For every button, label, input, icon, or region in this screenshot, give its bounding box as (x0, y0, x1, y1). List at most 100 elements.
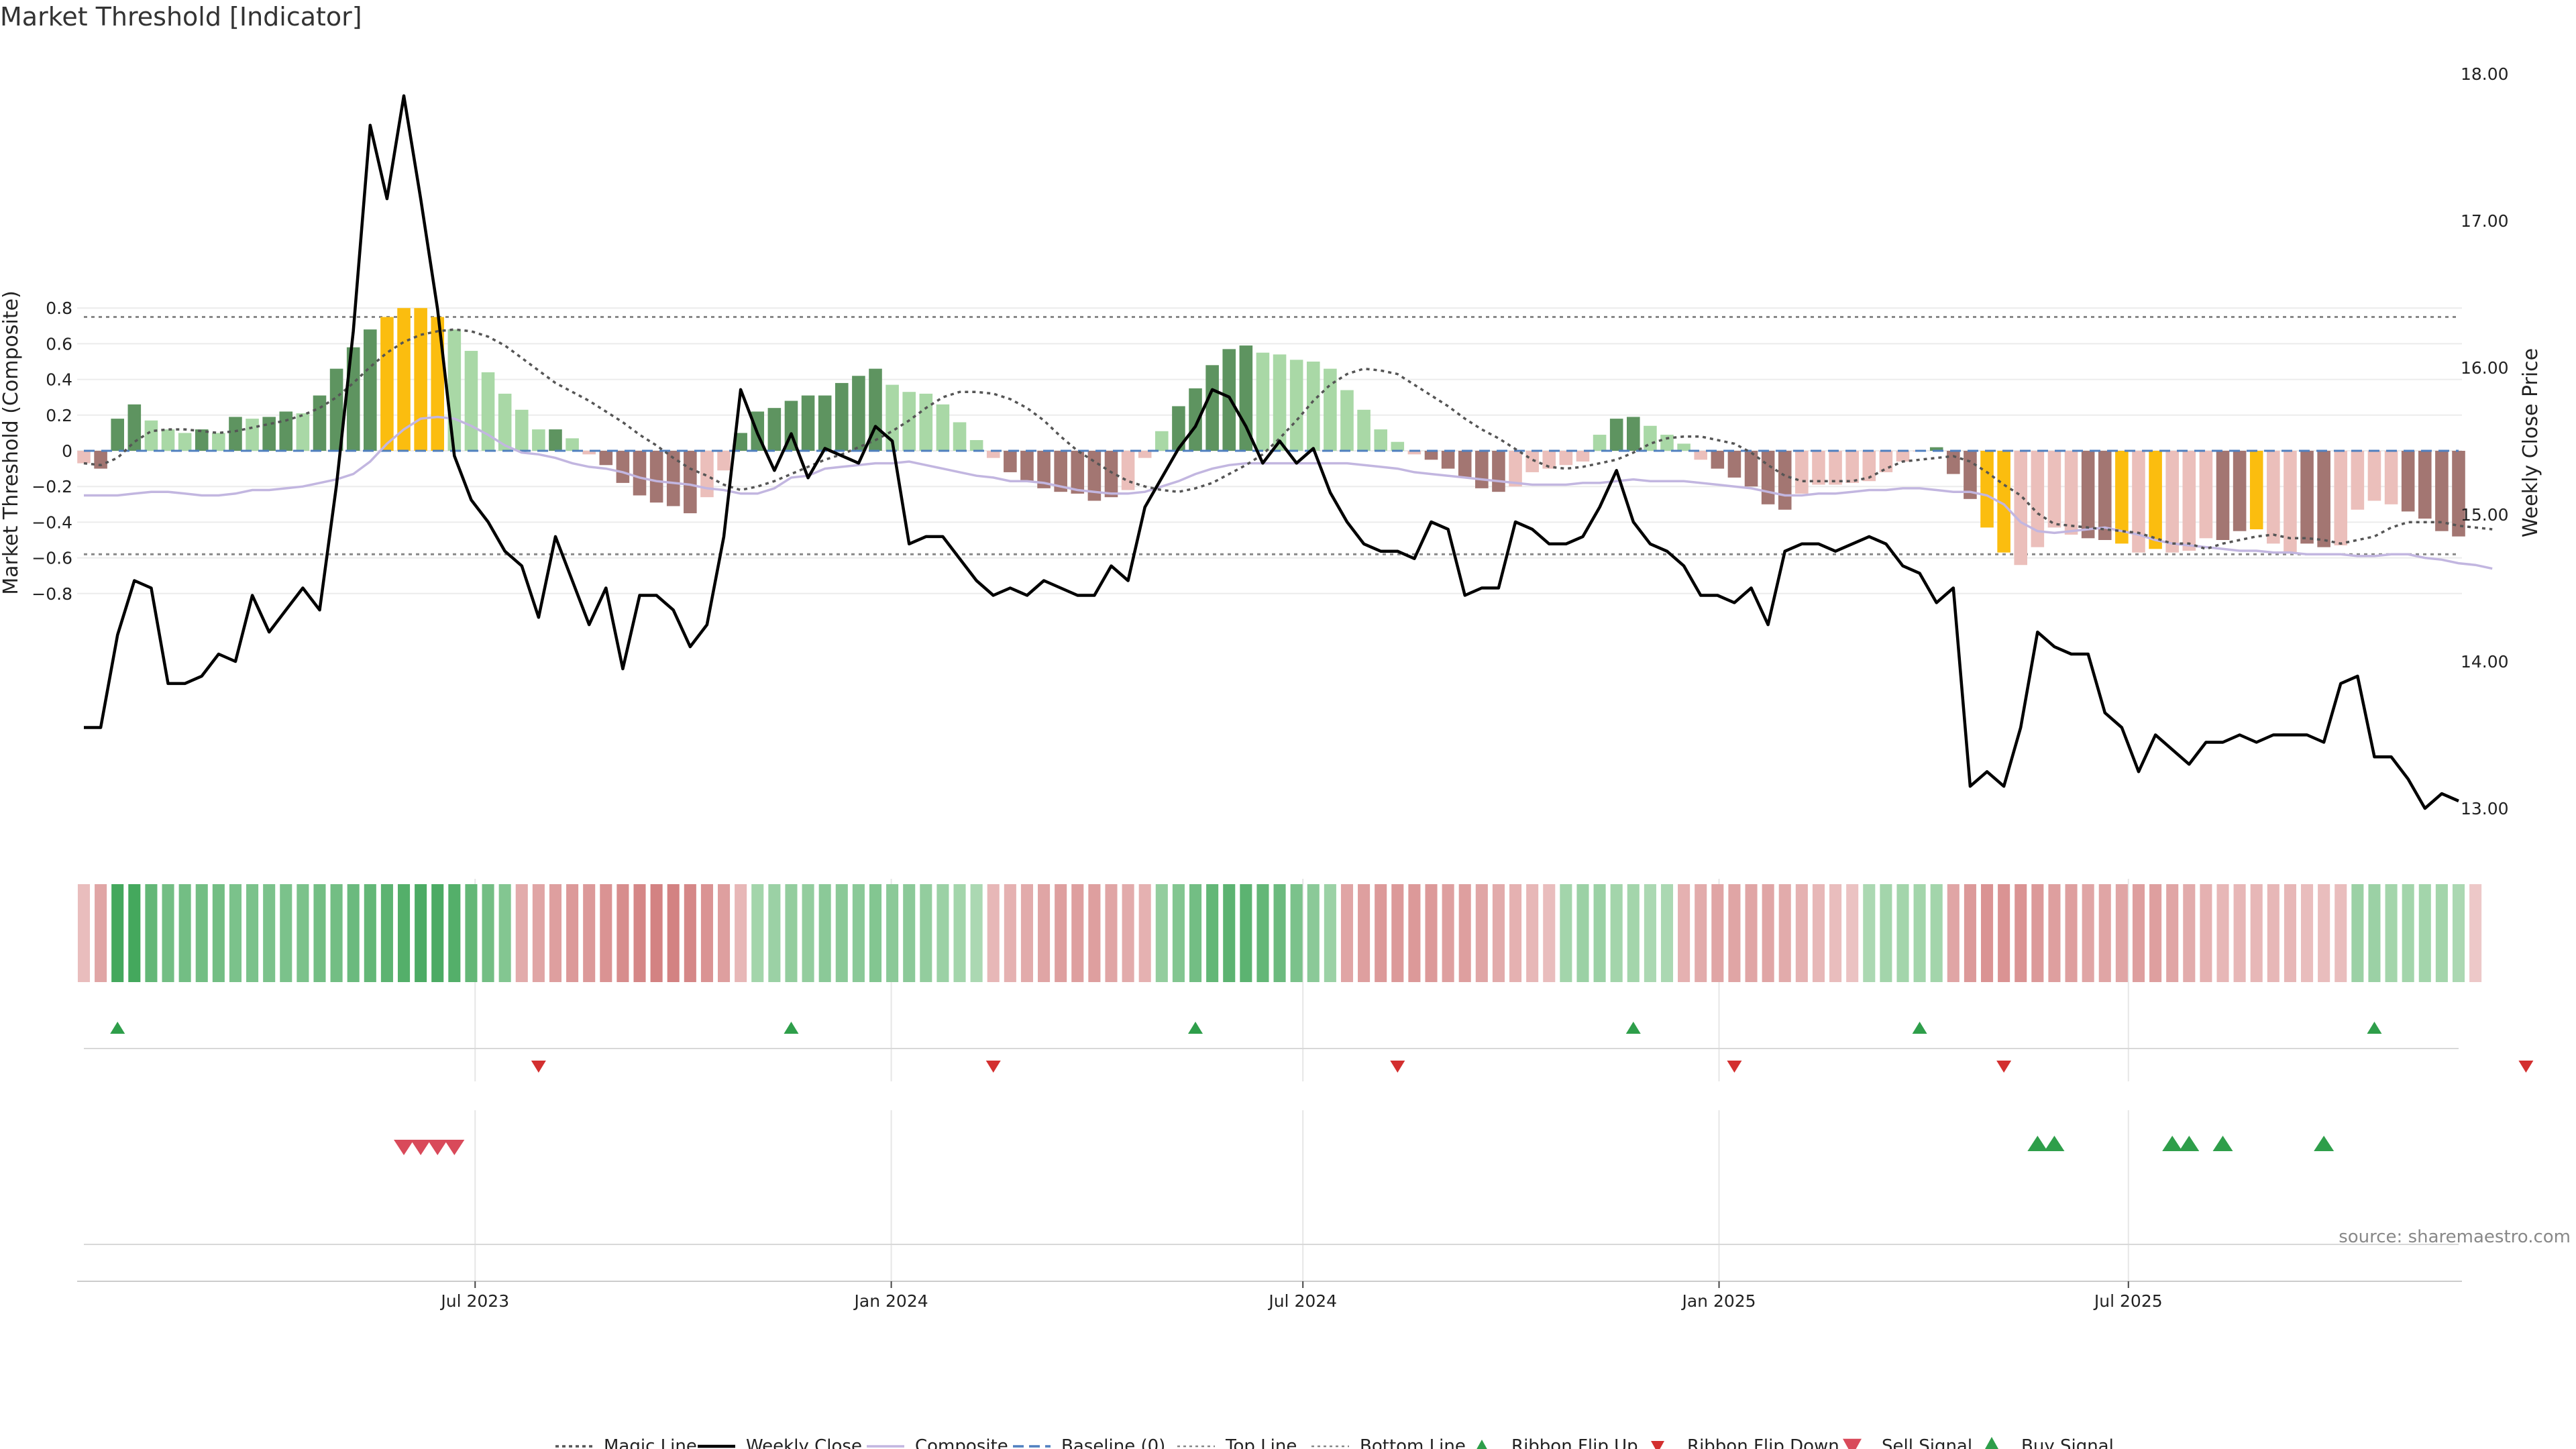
ribbon-cell (1998, 884, 2010, 982)
ribbon-cell (1408, 884, 1421, 982)
y2-tick-label: 16.00 (2461, 358, 2509, 378)
bar (1071, 451, 1085, 494)
bar (953, 422, 967, 451)
ribbon-cell (2267, 884, 2279, 982)
bar (1189, 388, 1202, 451)
bar (666, 451, 680, 506)
bar (1744, 451, 1758, 487)
ribbon-flip-down-marker (1727, 1061, 1742, 1073)
ribbon-cell (2098, 884, 2111, 982)
buy-signal-marker (2162, 1136, 2183, 1151)
bar (1273, 354, 1287, 451)
bar (2300, 451, 2314, 544)
bar (1172, 406, 1185, 451)
bar (700, 451, 714, 498)
ribbon-cell (566, 884, 579, 982)
bar (1727, 451, 1741, 478)
ribbon-cell (1711, 884, 1724, 982)
bar (1155, 431, 1169, 451)
bar (1761, 451, 1775, 504)
bar (1812, 451, 1825, 485)
bar (1829, 451, 1842, 485)
bar (1947, 451, 1960, 474)
ribbon-cell (1055, 884, 1067, 982)
ribbon-cell (1138, 884, 1151, 982)
bar (885, 384, 899, 451)
bar (1475, 451, 1489, 488)
bar (2081, 451, 2095, 539)
ribbon-cell (2385, 884, 2398, 982)
bar (1845, 451, 1859, 483)
ribbon-cell (1947, 884, 1960, 982)
bar (2199, 451, 2213, 539)
bar (684, 451, 697, 514)
ribbon-cell (415, 884, 427, 982)
ribbon-cell (380, 884, 393, 982)
y2-tick-label: 14.00 (2461, 652, 2509, 672)
bar (582, 451, 596, 455)
ribbon-flip-down-marker (1390, 1061, 1405, 1073)
bar (1407, 451, 1421, 455)
y2-axis-label: Weekly Close Price (2519, 348, 2542, 537)
buy-signal-marker (2179, 1136, 2200, 1151)
ribbon-cell (2418, 884, 2431, 982)
y-tick-label: 0.4 (46, 370, 72, 390)
ribbon-cell (1745, 884, 1758, 982)
ribbon-cell (987, 884, 1000, 982)
ribbon-cell (229, 884, 241, 982)
bar (2165, 451, 2179, 553)
ribbon-cell (852, 884, 865, 982)
legend-swatch (1985, 1437, 1998, 1449)
bar (515, 409, 529, 451)
bar (1391, 441, 1405, 451)
ribbon-flip-up-marker (1625, 1022, 1641, 1034)
y-axis-ticks: −0.8 −0.6 −0.4 −0.2 0 0.2 0.4 0.6 0.8 (32, 299, 72, 604)
ribbon-cell (1004, 884, 1016, 982)
ribbon-cell (600, 884, 612, 982)
ribbon-cell (903, 884, 916, 982)
legend-label: Composite (915, 1436, 1008, 1449)
bar (566, 438, 579, 451)
ribbon-flip-up-marker (110, 1022, 125, 1034)
lines (83, 94, 2493, 810)
bar (986, 451, 1000, 458)
bar (2064, 451, 2078, 535)
ribbon-cell (970, 884, 983, 982)
ribbon-cell (498, 884, 511, 982)
bar (1458, 451, 1472, 478)
bar (633, 451, 647, 496)
ribbon-cell (2452, 884, 2465, 982)
bar (313, 395, 327, 451)
chart-title: Market Threshold [Indicator] (0, 2, 362, 32)
y-tick-label: −0.2 (32, 477, 72, 496)
ribbon-cell (2402, 884, 2414, 982)
magic-line (83, 328, 2493, 551)
y-tick-label: −0.6 (32, 549, 72, 568)
bar (111, 419, 125, 451)
bar (2115, 451, 2129, 544)
bar (767, 408, 782, 451)
weekly-close-line (84, 94, 2459, 810)
bar (2047, 451, 2061, 528)
ribbon-cell (785, 884, 798, 982)
bar (279, 411, 293, 451)
ribbon-cell (364, 884, 376, 982)
ribbon-cell (2048, 884, 2061, 982)
ribbon-cell (313, 884, 326, 982)
x-tick-label: Jul 2025 (2093, 1291, 2163, 1311)
ribbon-cell (1122, 884, 1134, 982)
ribbon-cell (1206, 884, 1219, 982)
ribbon-cell (684, 884, 696, 982)
bar (2216, 451, 2230, 540)
bar (1997, 451, 2010, 553)
ribbon-cell (178, 884, 191, 982)
bar (1879, 451, 1893, 472)
ribbon-cell (2082, 884, 2094, 982)
bar (1896, 451, 1910, 462)
ribbon-cell (280, 884, 292, 982)
bar (77, 451, 91, 464)
bar (936, 404, 950, 451)
buy-signal-marker (2212, 1136, 2233, 1151)
bar (1542, 451, 1556, 469)
bar (229, 417, 242, 451)
